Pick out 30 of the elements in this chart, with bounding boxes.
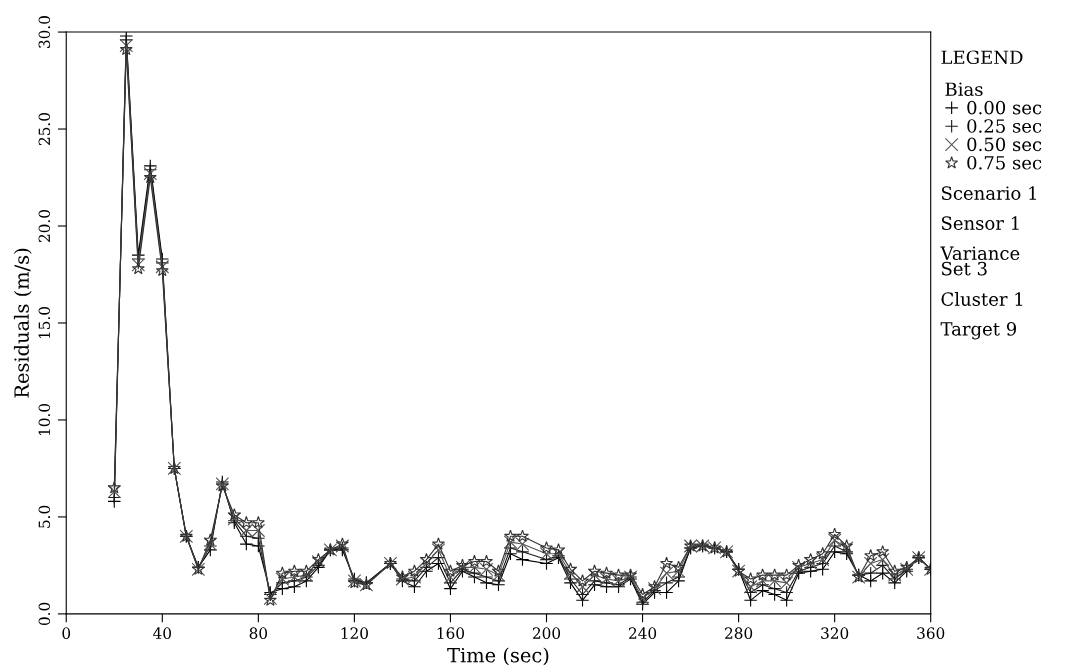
x-axis-title: Time (sec): [447, 647, 549, 666]
x-tick-label: 80: [249, 627, 268, 639]
x-tick-label: 120: [341, 627, 368, 639]
legend-label: 0.75 sec: [967, 155, 1042, 170]
y-tick-label: 0.0: [38, 602, 51, 626]
x-tick-label: 40: [153, 627, 171, 639]
y-tick-label: 30.0: [38, 16, 51, 48]
text: Cluster 1: [941, 291, 1023, 306]
y-tick-label: 10.0: [38, 403, 51, 436]
text: Target 9: [940, 322, 1017, 340]
y-tick-label: 5.0: [38, 505, 51, 528]
text: Scenario 1: [941, 186, 1036, 200]
legend-title: Bias: [945, 82, 983, 97]
text: LEGEND: [941, 50, 1023, 65]
text: Sensor 1: [941, 216, 1019, 230]
x-tick-label: 280: [725, 627, 753, 639]
x-tick-label: 320: [821, 627, 849, 639]
x-tick-label: 200: [532, 627, 561, 639]
y-tick-label: 20.0: [38, 210, 51, 242]
legend-label: 0.25 sec: [967, 119, 1042, 133]
x-tick-label: 240: [629, 627, 657, 639]
x-tick-label: 360: [917, 627, 945, 639]
y-tick-label: 25.0: [38, 113, 51, 146]
text: Variance Set 3: [940, 246, 1020, 276]
y-tick-label: 15.0: [38, 306, 51, 339]
legend-label: 0.00 sec: [967, 100, 1042, 115]
x-tick-label: 160: [437, 627, 465, 639]
y-axis-title: Residuals (m/s): [13, 248, 32, 398]
x-tick-label: 0: [62, 627, 71, 639]
legend-label: 0.50 sec: [967, 137, 1042, 152]
